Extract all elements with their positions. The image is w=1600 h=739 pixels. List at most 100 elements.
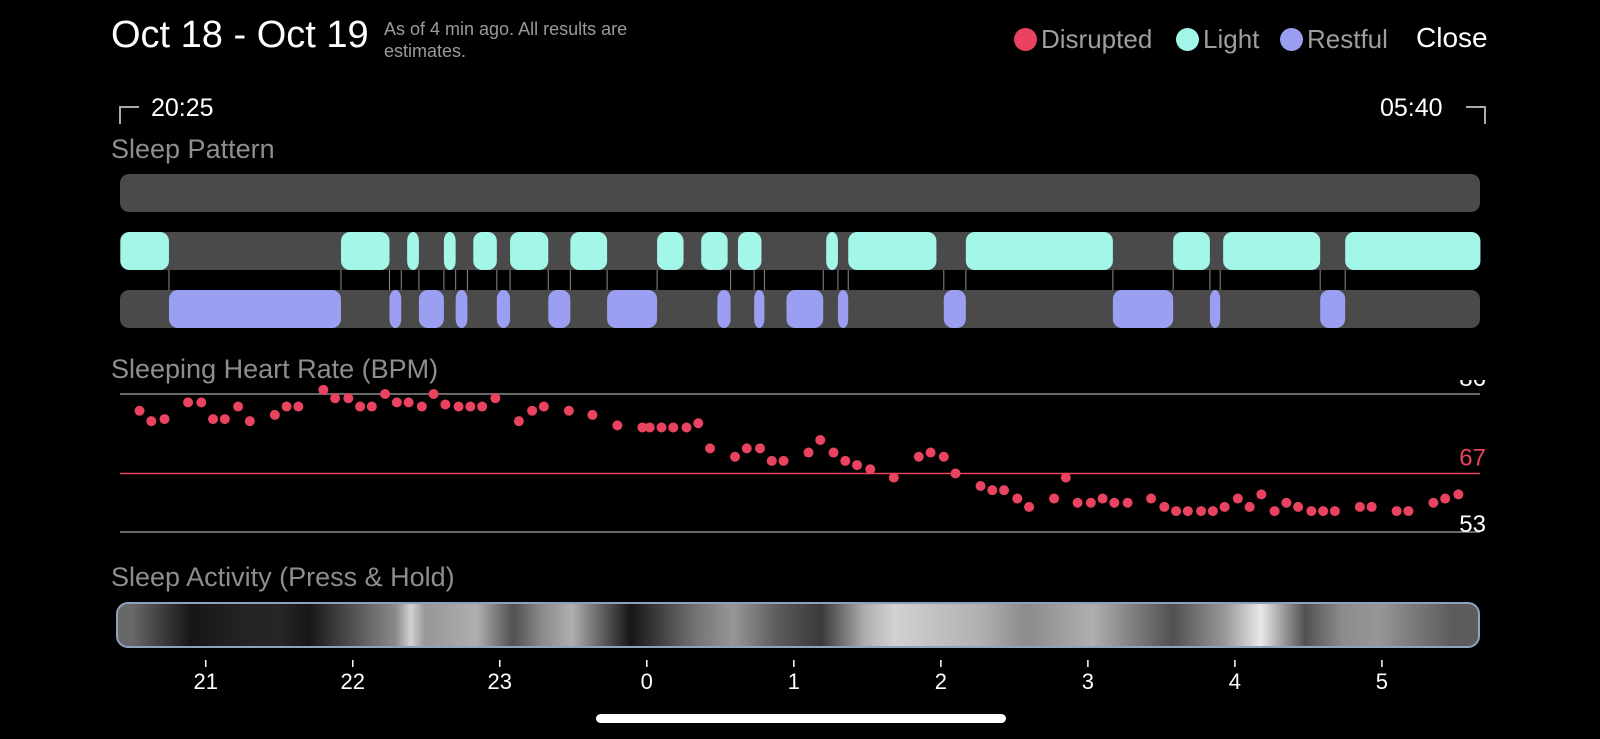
light-segment-10 xyxy=(826,232,838,270)
heart-rate-point xyxy=(1196,506,1207,517)
light-segment-14 xyxy=(1223,232,1321,270)
heart-rate-point xyxy=(681,422,692,433)
heart-rate-point xyxy=(852,460,863,471)
axis-tick-label: 5 xyxy=(1376,669,1388,694)
heart-rate-point xyxy=(477,401,488,412)
heart-rate-point xyxy=(975,481,986,491)
axis-tick-label: 21 xyxy=(193,669,217,694)
restful-segment-1 xyxy=(389,290,402,328)
heart-rate-point xyxy=(730,451,741,462)
heart-rate-point xyxy=(987,485,998,496)
heart-rate-point xyxy=(938,451,949,462)
end-bracket-icon xyxy=(1466,106,1486,124)
heart-rate-point xyxy=(208,414,219,425)
restful-segment-4 xyxy=(496,290,511,328)
heart-rate-point xyxy=(293,401,304,412)
heart-rate-point xyxy=(1097,493,1108,504)
axis-tick-label: 23 xyxy=(488,669,512,694)
heart-rate-point xyxy=(1171,506,1182,517)
heart-rate-point xyxy=(146,416,157,427)
heart-rate-point xyxy=(1366,501,1377,512)
heart-rate-point xyxy=(244,416,255,427)
disrupted-dot-icon xyxy=(1014,28,1037,51)
heart-rate-point xyxy=(815,435,826,445)
light-segment-0 xyxy=(120,232,169,270)
heart-rate-point xyxy=(705,443,716,454)
legend-disrupted-label: Disrupted xyxy=(1041,24,1153,54)
axis-tick-label: 22 xyxy=(341,669,365,694)
light-segment-7 xyxy=(657,232,684,270)
heart-rate-point xyxy=(440,399,451,410)
restful-segment-8 xyxy=(754,290,765,328)
heart-rate-point xyxy=(1012,493,1023,504)
heart-rate-point xyxy=(1293,501,1304,512)
reference-label-53: 53 xyxy=(1459,511,1486,538)
heart-rate-point xyxy=(656,422,667,433)
heart-rate-point xyxy=(563,405,574,416)
sleep-pattern-chart[interactable] xyxy=(0,170,1600,338)
heart-rate-point xyxy=(1109,497,1120,508)
home-indicator[interactable] xyxy=(596,714,1006,723)
restful-segment-6 xyxy=(607,290,658,328)
close-button[interactable]: Close xyxy=(1416,22,1488,53)
heart-rate-point xyxy=(416,401,427,412)
light-segment-2 xyxy=(407,232,419,270)
heart-rate-point xyxy=(888,472,899,483)
light-segment-9 xyxy=(737,232,762,270)
heart-rate-point xyxy=(1453,489,1464,500)
restful-segment-14 xyxy=(1320,290,1346,328)
heart-rate-point xyxy=(1329,506,1340,517)
light-dot-icon xyxy=(1176,28,1199,51)
heart-rate-point xyxy=(913,451,924,462)
legend-light: Light xyxy=(1176,24,1259,55)
heart-rate-point xyxy=(755,443,766,454)
axis-tick-label: 4 xyxy=(1229,669,1241,694)
heart-rate-point xyxy=(865,464,876,475)
legend-light-label: Light xyxy=(1203,24,1260,54)
heart-rate-point xyxy=(1122,497,1133,508)
axis-tick-label: 2 xyxy=(935,669,947,694)
heart-rate-point xyxy=(1318,506,1329,517)
heart-rate-title: Sleeping Heart Rate (BPM) xyxy=(111,354,439,384)
light-segment-8 xyxy=(701,232,728,270)
heart-rate-point xyxy=(1281,497,1292,508)
heart-rate-point xyxy=(1049,493,1060,504)
restful-segment-7 xyxy=(717,290,731,328)
restful-segment-2 xyxy=(418,290,444,328)
heart-rate-point xyxy=(1146,493,1157,504)
heart-rate-point xyxy=(318,384,329,395)
heart-rate-point xyxy=(693,418,704,429)
time-axis: 21 22 23 0 1 2 3 4 5 xyxy=(193,660,1388,694)
start-bracket-icon xyxy=(119,106,139,124)
restful-segment-3 xyxy=(455,290,468,328)
heart-rate-point xyxy=(1440,493,1451,504)
restful-segment-9 xyxy=(786,290,824,328)
restful-segment-10 xyxy=(837,290,849,328)
light-segment-11 xyxy=(848,232,937,270)
heart-rate-point xyxy=(159,414,170,425)
heart-rate-point xyxy=(925,447,936,458)
heart-rate-point xyxy=(366,401,377,412)
heart-rate-point xyxy=(1269,506,1280,517)
light-segment-15 xyxy=(1345,232,1481,270)
heart-rate-point xyxy=(766,455,777,466)
heart-rate-point xyxy=(1207,506,1218,517)
track-light xyxy=(120,232,1480,270)
light-segment-5 xyxy=(510,232,549,270)
heart-rate-point xyxy=(465,401,476,412)
heart-rate-point xyxy=(1391,506,1402,517)
sleep-activity-title: Sleep Activity (Press & Hold) xyxy=(111,562,455,592)
sleep-activity-bar[interactable] xyxy=(116,602,1480,648)
restful-segment-12 xyxy=(1112,290,1174,328)
light-segment-13 xyxy=(1173,232,1210,270)
heart-rate-point xyxy=(233,401,244,412)
heart-rate-point xyxy=(490,393,501,404)
heart-rate-point xyxy=(281,401,292,412)
heart-rate-point xyxy=(403,397,414,408)
heart-rate-point xyxy=(612,420,623,431)
heart-rate-point xyxy=(1060,472,1071,483)
track-disrupted xyxy=(120,174,1480,212)
light-segment-4 xyxy=(473,232,497,270)
heart-rate-point xyxy=(134,405,145,416)
light-segment-1 xyxy=(340,232,390,270)
